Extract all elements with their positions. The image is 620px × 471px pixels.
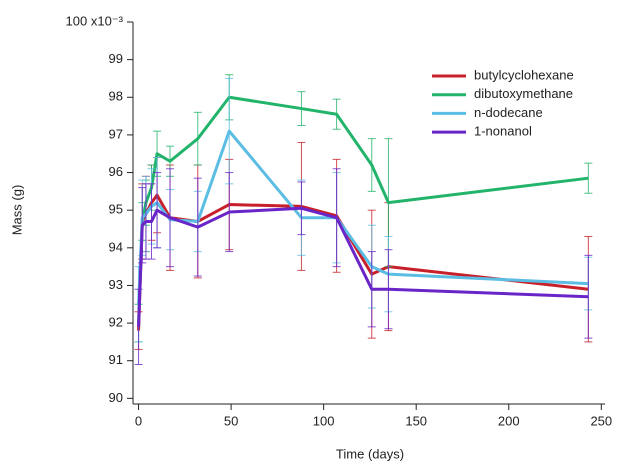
y-tick-label: 97 [109,126,123,141]
x-tick-label: 250 [590,413,612,428]
y-tick-label: 91 [109,352,123,367]
x-tick-label: 100 [313,413,335,428]
x-tick-label: 150 [405,413,427,428]
y-tick-label: 92 [109,315,123,330]
y-tick-label: 100 x10⁻³ [66,13,124,28]
y-tick-label: 90 [109,390,123,405]
x-tick-label: 200 [498,413,520,428]
y-tick-label: 93 [109,277,123,292]
x-axis-label: Time (days) [336,446,404,461]
y-tick-label: 98 [109,89,123,104]
legend-label: dibutoxymethane [474,86,573,101]
legend-label: butylcyclohexane [474,67,574,82]
y-tick-label: 96 [109,164,123,179]
y-tick-label: 94 [109,239,123,254]
series-line [137,193,589,331]
x-tick-label: 0 [135,413,142,428]
legend-label: 1-nonanol [474,124,532,139]
y-tick-label: 99 [109,51,123,66]
y-tick-label: 95 [109,202,123,217]
x-tick-label: 50 [224,413,238,428]
y-axis-label: Mass (g) [9,185,24,236]
legend-label: n-dodecane [474,105,543,120]
series-line [137,206,589,327]
